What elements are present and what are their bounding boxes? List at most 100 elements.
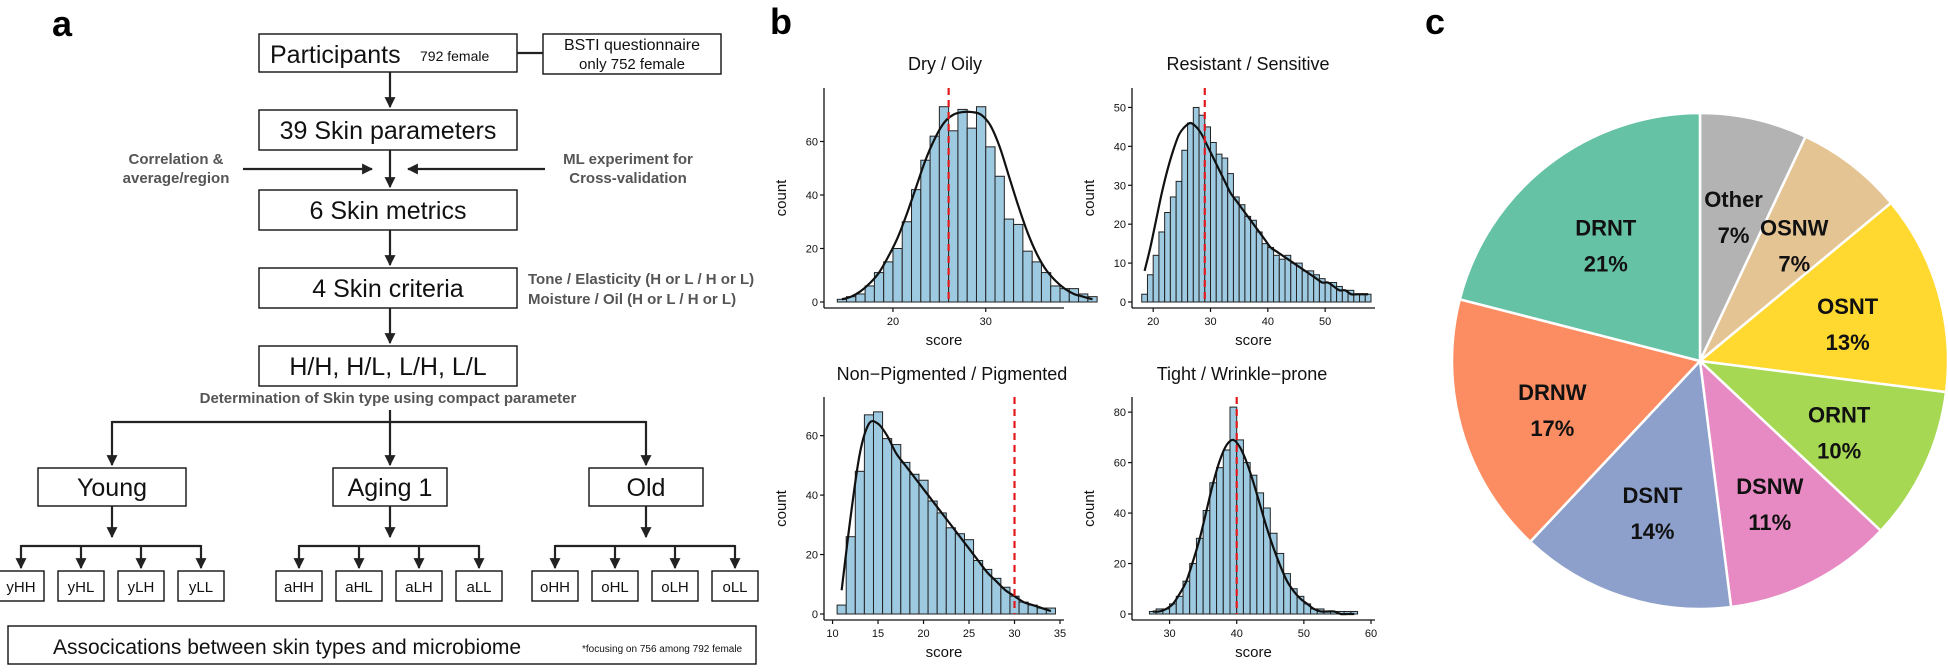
histogram-bar — [1169, 196, 1177, 303]
y-tick-label: 50 — [1114, 102, 1126, 114]
leaf-box-aLH — [395, 570, 443, 602]
pie-label-ornt: ORNT — [1808, 402, 1871, 427]
histogram-bar — [1022, 250, 1033, 303]
pie-slice-other — [1698, 111, 1808, 362]
leaf-label-yHH: yHH — [6, 579, 35, 596]
histogram-3: Tight / Wrinkle−prone 0 20 40 60 80 30 40 50 60 sc… — [1081, 364, 1377, 661]
pie-label-osnt: OSNT — [1817, 294, 1879, 319]
histogram-title: Tight / Wrinkle−prone — [1157, 364, 1328, 384]
histogram-bar — [1284, 254, 1292, 303]
histogram-0: Dry / Oily 0 20 40 60 20 30 score count — [773, 54, 1098, 349]
bsti-line1: BSTI questionnaire — [564, 37, 700, 54]
combos-label: H/H, H/L, L/H, L/L — [289, 353, 486, 381]
skin-criteria-box — [258, 267, 518, 309]
y-tick-label: 20 — [1114, 219, 1126, 231]
histogram-bar — [973, 559, 984, 615]
pie-label-other: Other — [1704, 187, 1763, 212]
y-tick-label: 0 — [1120, 609, 1126, 621]
histogram-bar — [957, 108, 968, 303]
ml-line2: Cross-validation — [569, 170, 687, 187]
pie-chart: Other 7% OSNW 7% OSNT 13% ORNT 10% DSNW 11% DSNT 14… — [1450, 111, 1948, 611]
histogram-bar — [1210, 141, 1217, 303]
pie-percent-ornt: 10% — [1817, 438, 1861, 463]
histogram-bar — [1278, 258, 1286, 303]
histogram-bar — [1238, 204, 1246, 303]
histogram-bar — [1164, 212, 1171, 303]
density-curve — [841, 110, 1093, 301]
histogram-bar — [1350, 610, 1359, 615]
histogram-bar — [1146, 274, 1154, 303]
histogram-bar — [938, 106, 950, 303]
histogram-bar — [909, 473, 920, 615]
y-axis-label: count — [1081, 179, 1098, 217]
pie-slice-drnt — [1458, 111, 1702, 363]
y-tick-label: 60 — [806, 431, 818, 443]
x-tick-label: 50 — [1298, 628, 1310, 640]
histogram-bar — [975, 106, 987, 303]
skin-parameters-box — [258, 109, 518, 151]
leaf-label-oLH: oLH — [661, 579, 689, 596]
histogram-bar — [966, 127, 977, 303]
leaf-label-aHH: aHH — [284, 579, 314, 596]
histogram-bar — [1192, 106, 1200, 303]
histogram-bar — [1301, 270, 1309, 303]
age-groups: Young yHH yHL yLH yLL Aging 1 aHH aHL aLH aLL Old o… — [0, 467, 759, 602]
pie-label-dsnt: DSNT — [1623, 483, 1683, 508]
ml-line1: ML experiment for — [563, 151, 693, 168]
histogram-bar — [1324, 282, 1332, 303]
correlation-line2: average/region — [123, 170, 230, 187]
density-curve — [1152, 438, 1355, 616]
histogram-bar — [855, 293, 866, 303]
skin-metrics-label: 6 Skin metrics — [310, 197, 467, 225]
associations-label: Assocications between skin types and mic… — [53, 636, 521, 659]
combos-box — [258, 345, 518, 387]
x-tick-label: 60 — [1365, 628, 1377, 640]
histogram-bar — [1031, 261, 1042, 303]
histogram-bar — [872, 411, 884, 615]
x-tick-label: 15 — [872, 628, 884, 640]
histogram-bar — [901, 221, 913, 303]
histogram-bar — [883, 261, 894, 303]
leaf-box-aHH — [275, 570, 323, 602]
histogram-bar — [945, 527, 956, 615]
pie-slice-dsnw — [1698, 357, 1883, 609]
y-tick-label: 20 — [1114, 559, 1126, 571]
y-tick-label: 60 — [1114, 458, 1126, 470]
participants-count: 792 female — [420, 48, 489, 64]
skin-metrics-box — [258, 189, 518, 231]
y-tick-label: 30 — [1114, 180, 1126, 192]
pie-label-drnw: DRNW — [1518, 380, 1587, 405]
pie-label-dsnw: DSNW — [1736, 474, 1803, 499]
histogram-bar — [1250, 219, 1257, 303]
leaf-box-yHH — [0, 570, 45, 602]
histogram-bar — [1003, 218, 1015, 303]
associations-box — [7, 625, 757, 665]
skin-criteria-label: 4 Skin criteria — [312, 275, 464, 303]
x-tick-label: 10 — [826, 628, 838, 640]
x-tick-label: 30 — [1163, 628, 1175, 640]
histogram-bar — [892, 248, 903, 303]
pie-slice-osnw — [1698, 134, 1893, 362]
histogram-title: Non−Pigmented / Pigmented — [837, 364, 1068, 384]
histogram-bar — [1040, 272, 1052, 303]
histogram-bar — [1232, 196, 1240, 303]
histogram-bar — [1249, 474, 1258, 615]
x-tick-label: 35 — [1054, 628, 1066, 640]
pie-percent-drnt: 21% — [1584, 252, 1628, 277]
histogram-bar — [985, 146, 996, 303]
skin-parameters-label: 39 Skin parameters — [280, 117, 497, 145]
histogram-bar — [882, 438, 893, 615]
leaf-box-aHL — [335, 570, 383, 602]
histogram-bar — [994, 175, 1005, 303]
leaf-box-oLL — [711, 570, 759, 602]
leaf-label-yLH: yLH — [128, 579, 155, 596]
panel-c-letter: c — [1425, 1, 1445, 42]
leaf-box-oHL — [591, 570, 639, 602]
y-tick-label: 20 — [806, 244, 818, 256]
histogram-bar — [1158, 231, 1166, 303]
pie-percent-osnw: 7% — [1778, 252, 1810, 277]
histogram-bar — [936, 512, 947, 615]
histogram-bar — [891, 444, 902, 615]
density-curve — [840, 419, 1052, 613]
